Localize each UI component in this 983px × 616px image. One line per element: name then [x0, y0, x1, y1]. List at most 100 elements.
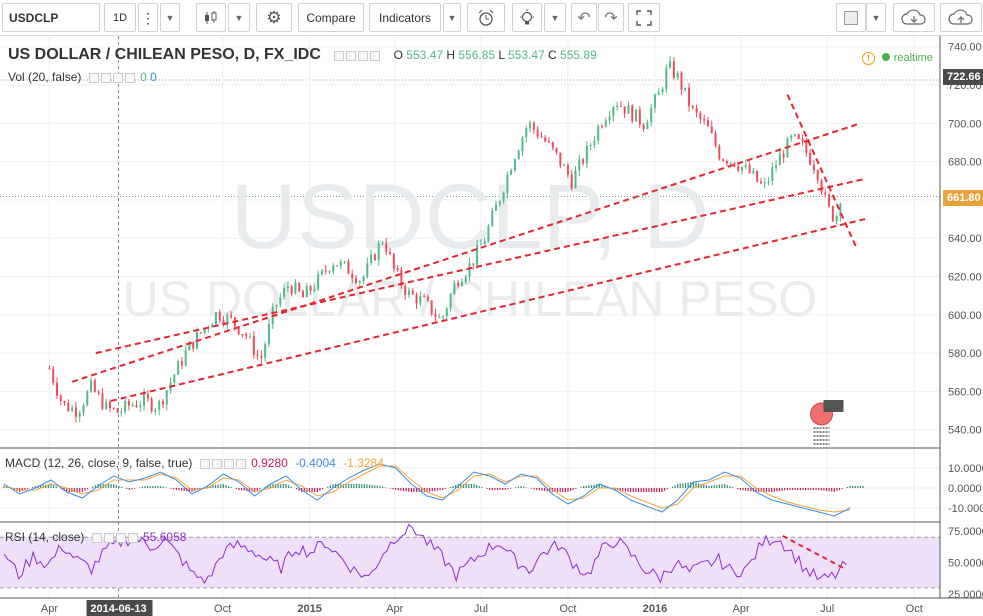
y-tick-label: 600.00: [948, 310, 982, 322]
volume-legend[interactable]: Vol (20, false) 0 0: [8, 70, 157, 84]
candle-body: [805, 141, 808, 153]
candle-body: [423, 296, 426, 298]
x-tick-label: 2014-06-13: [90, 603, 146, 615]
redo-button[interactable]: ↷: [598, 3, 624, 32]
indicators-dropdown[interactable]: ▼: [443, 3, 461, 32]
candle-body: [230, 314, 233, 318]
y-tick-label: 560.00: [948, 386, 982, 398]
load-layout-button[interactable]: [893, 3, 935, 32]
axes: 540.00560.00580.00600.00620.00640.00660.…: [0, 36, 983, 616]
candle-body: [574, 170, 577, 189]
indicators-button[interactable]: Indicators: [369, 3, 441, 32]
macd-legend[interactable]: MACD (12, 26, close, 9, false, true) 0.9…: [5, 456, 384, 470]
interval-dropdown-button[interactable]: ▼: [160, 3, 180, 32]
candle-body: [294, 282, 297, 294]
candle-body: [377, 243, 380, 261]
candle-body: [582, 159, 585, 164]
chart-style-dropdown[interactable]: ▼: [228, 3, 250, 32]
fullscreen-button[interactable]: [628, 3, 660, 32]
candle-body: [290, 286, 293, 294]
rsi-legend[interactable]: RSI (14, close) 55.6058: [5, 530, 186, 544]
candle-body: [332, 265, 335, 272]
layout-button[interactable]: [836, 3, 866, 32]
candle-body: [457, 282, 460, 286]
candle-body: [555, 147, 558, 153]
candle-body: [222, 320, 225, 324]
ohlc-l-label: L: [498, 48, 505, 62]
x-tick-label: Oct: [559, 603, 576, 615]
candle-body: [487, 226, 490, 242]
candle-body: [669, 61, 672, 68]
candle-body: [491, 210, 494, 227]
layout-dropdown[interactable]: ▼: [866, 3, 886, 32]
candle-body: [703, 119, 706, 121]
candle-body: [472, 263, 475, 265]
compare-button[interactable]: Compare: [298, 3, 364, 32]
save-layout-button[interactable]: [940, 3, 982, 32]
candle-body: [415, 294, 418, 304]
candle-body: [706, 120, 709, 127]
candle-body: [252, 336, 255, 355]
alarm-clock-icon: [478, 9, 494, 26]
candle-body: [343, 261, 346, 263]
macd-signal-value: -1.3284: [343, 456, 384, 470]
fullscreen-icon: [636, 9, 652, 26]
settings-button[interactable]: ⚙: [256, 3, 292, 32]
realtime-indicator[interactable]: ! realtime: [862, 50, 933, 65]
candle-body: [506, 174, 509, 193]
undo-button[interactable]: ↶: [571, 3, 597, 32]
candle-body: [309, 286, 312, 291]
candle-body: [407, 290, 410, 295]
candle-body: [684, 87, 687, 90]
y-tick-label: 540.00: [948, 425, 982, 437]
symbol-search-button[interactable]: USDCLP: [2, 3, 100, 32]
chart-canvas[interactable]: USDCLP, D US DOLLAR / CHILEAN PESO 540.0…: [0, 36, 983, 616]
candle-body: [635, 109, 638, 122]
candle-body: [820, 180, 823, 193]
cloud-download-icon: [901, 8, 926, 25]
candle-body: [430, 300, 433, 315]
candle-body: [759, 181, 762, 184]
more-vertical-icon: ⋮: [141, 9, 155, 26]
macd-signal-line: [3, 465, 851, 513]
candle-body: [748, 165, 751, 174]
candle-body: [498, 201, 501, 205]
candle-body: [737, 166, 740, 171]
candle-body: [532, 122, 535, 130]
chevron-down-icon: ▼: [447, 12, 457, 23]
candle-body: [317, 274, 320, 289]
alert-button[interactable]: [467, 3, 505, 32]
chevron-down-icon: ▼: [165, 12, 175, 23]
clock-icon: !: [862, 52, 875, 65]
idea-button[interactable]: [512, 3, 542, 32]
candle-body: [226, 314, 229, 324]
candle-body: [616, 105, 619, 108]
candle-body: [419, 296, 422, 304]
candle-body: [358, 281, 361, 283]
ohlc-c-label: C: [548, 48, 557, 62]
candle-body: [165, 390, 168, 405]
candle-body: [434, 314, 437, 317]
idea-dropdown[interactable]: ▼: [544, 3, 566, 32]
candle-body: [536, 129, 539, 137]
candle-body: [283, 287, 286, 298]
candle-body: [468, 263, 471, 277]
volume-title: Vol (20, false): [8, 70, 82, 84]
candle-body: [313, 288, 316, 291]
chart-style-button[interactable]: [196, 3, 226, 32]
ohlc-o-label: O: [393, 48, 403, 62]
interval-button[interactable]: 1D: [104, 3, 136, 32]
candle-body: [744, 165, 747, 168]
candle-body: [264, 344, 267, 358]
candle-body: [260, 355, 263, 358]
candle-body: [362, 276, 365, 282]
candle-body: [105, 401, 108, 409]
symbol-title[interactable]: US DOLLAR / CHILEAN PESO, D, FX_IDC: [8, 46, 321, 63]
candle-body: [570, 174, 573, 189]
candle-body: [578, 159, 581, 171]
interval-menu-button[interactable]: ⋮: [138, 3, 158, 32]
candle-body: [426, 296, 429, 301]
candle-body: [797, 134, 800, 139]
candle-body: [593, 140, 596, 146]
legend-controls[interactable]: [334, 48, 382, 62]
